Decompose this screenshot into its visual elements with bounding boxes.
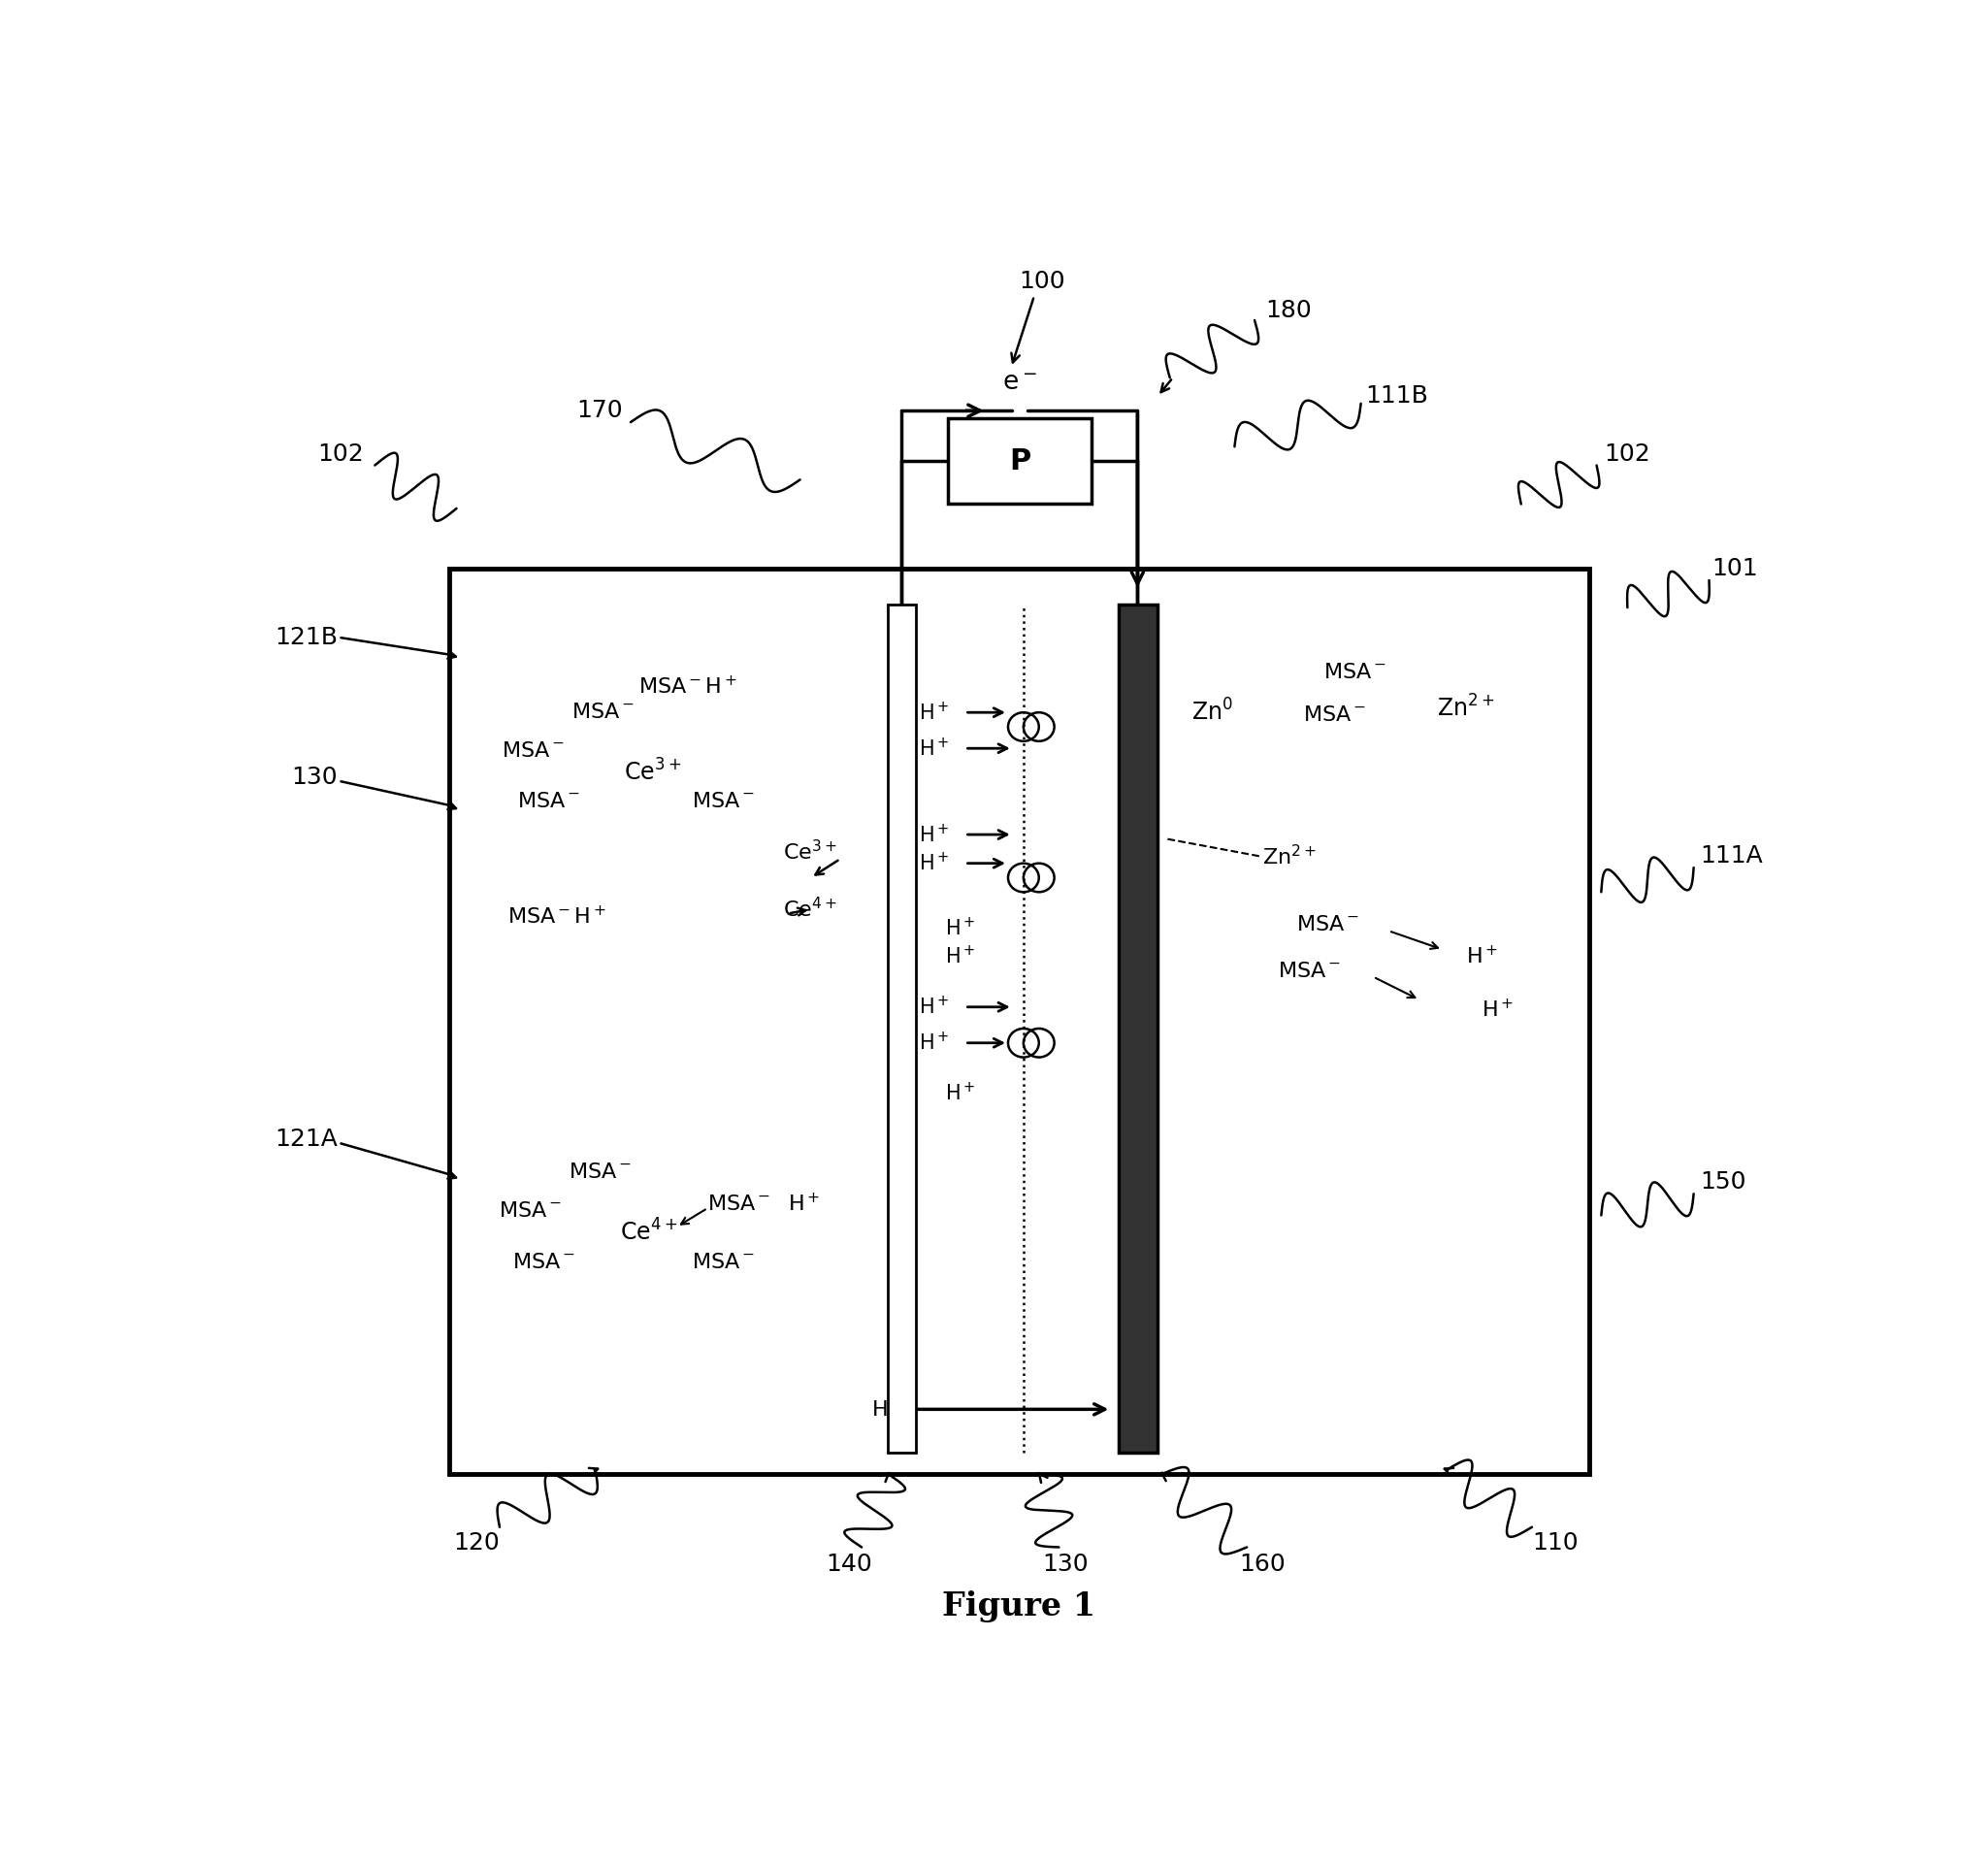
Text: 121B: 121B (274, 627, 338, 649)
Text: MSA$^-$: MSA$^-$ (692, 791, 755, 812)
Text: 101: 101 (1712, 558, 1757, 580)
Bar (449, 569, 1588, 1474)
Bar (889, 605, 916, 1452)
Text: Ce$^{3+}$: Ce$^{3+}$ (624, 759, 680, 786)
Text: MSA$^-$: MSA$^-$ (1278, 961, 1340, 982)
Text: MSA$^-$: MSA$^-$ (708, 1194, 771, 1213)
Text: 121A: 121A (274, 1127, 338, 1151)
Text: 130: 130 (292, 765, 338, 789)
Text: H$^+$: H$^+$ (918, 737, 950, 759)
Text: H$^+$: H$^+$ (1465, 946, 1499, 968)
Text: Zn$^{2+}$: Zn$^{2+}$ (1437, 694, 1495, 722)
Text: 170: 170 (577, 399, 622, 422)
Text: H$^+$: H$^+$ (944, 916, 976, 939)
Text: 102: 102 (318, 442, 364, 465)
Text: H$^+$: H$^+$ (918, 1032, 950, 1054)
Text: MSA$^-$: MSA$^-$ (501, 741, 565, 761)
Text: MSA$^-$H$^+$: MSA$^-$H$^+$ (638, 675, 738, 698)
Text: 150: 150 (1700, 1170, 1745, 1194)
Text: 111A: 111A (1700, 845, 1763, 868)
Text: MSA$^-$: MSA$^-$ (1302, 705, 1366, 726)
Bar (948, 418, 1091, 504)
Text: H$^+$: H$^+$ (871, 1398, 903, 1420)
Text: Figure 1: Figure 1 (942, 1590, 1095, 1622)
Text: 180: 180 (1266, 299, 1312, 321)
Text: H$^+$: H$^+$ (918, 823, 950, 845)
Text: 120: 120 (453, 1532, 499, 1554)
Text: MSA$^-$: MSA$^-$ (692, 1254, 755, 1273)
Text: 140: 140 (827, 1553, 873, 1577)
Text: 100: 100 (1020, 271, 1066, 293)
Text: MSA$^-$: MSA$^-$ (1324, 662, 1386, 681)
Text: Zn$^0$: Zn$^0$ (1191, 700, 1233, 726)
Text: 111B: 111B (1366, 384, 1429, 409)
Text: H$^+$: H$^+$ (918, 702, 950, 724)
Text: 110: 110 (1533, 1532, 1578, 1554)
Text: Zn$^{2+}$: Zn$^{2+}$ (1262, 843, 1316, 868)
Text: P: P (1008, 448, 1030, 476)
Text: MSA$^-$: MSA$^-$ (569, 1163, 632, 1181)
Text: H$^+$: H$^+$ (944, 1082, 976, 1105)
Text: MSA$^-$: MSA$^-$ (517, 791, 580, 812)
Text: e$^-$: e$^-$ (1002, 371, 1036, 396)
Text: H$^+$: H$^+$ (944, 946, 976, 968)
Text: H$^+$: H$^+$ (918, 853, 950, 875)
Text: H$^+$: H$^+$ (918, 996, 950, 1019)
Text: MSA$^-$: MSA$^-$ (499, 1202, 563, 1220)
Text: MSA$^-$H$^+$: MSA$^-$H$^+$ (507, 905, 606, 927)
Text: Ce$^{4+}$: Ce$^{4+}$ (620, 1218, 678, 1246)
Text: 160: 160 (1239, 1553, 1286, 1577)
Text: H$^+$: H$^+$ (787, 1192, 821, 1215)
Text: MSA$^-$: MSA$^-$ (571, 703, 634, 722)
Text: 130: 130 (1042, 1553, 1087, 1577)
Bar (1119, 605, 1157, 1452)
Text: H$^+$: H$^+$ (1481, 998, 1513, 1021)
Text: MSA$^-$: MSA$^-$ (513, 1254, 577, 1273)
Text: Ce$^{3+}$: Ce$^{3+}$ (783, 840, 837, 864)
Text: MSA$^-$: MSA$^-$ (1296, 916, 1360, 935)
Text: Ce$^{4+}$: Ce$^{4+}$ (783, 898, 837, 922)
Text: 102: 102 (1604, 442, 1650, 465)
